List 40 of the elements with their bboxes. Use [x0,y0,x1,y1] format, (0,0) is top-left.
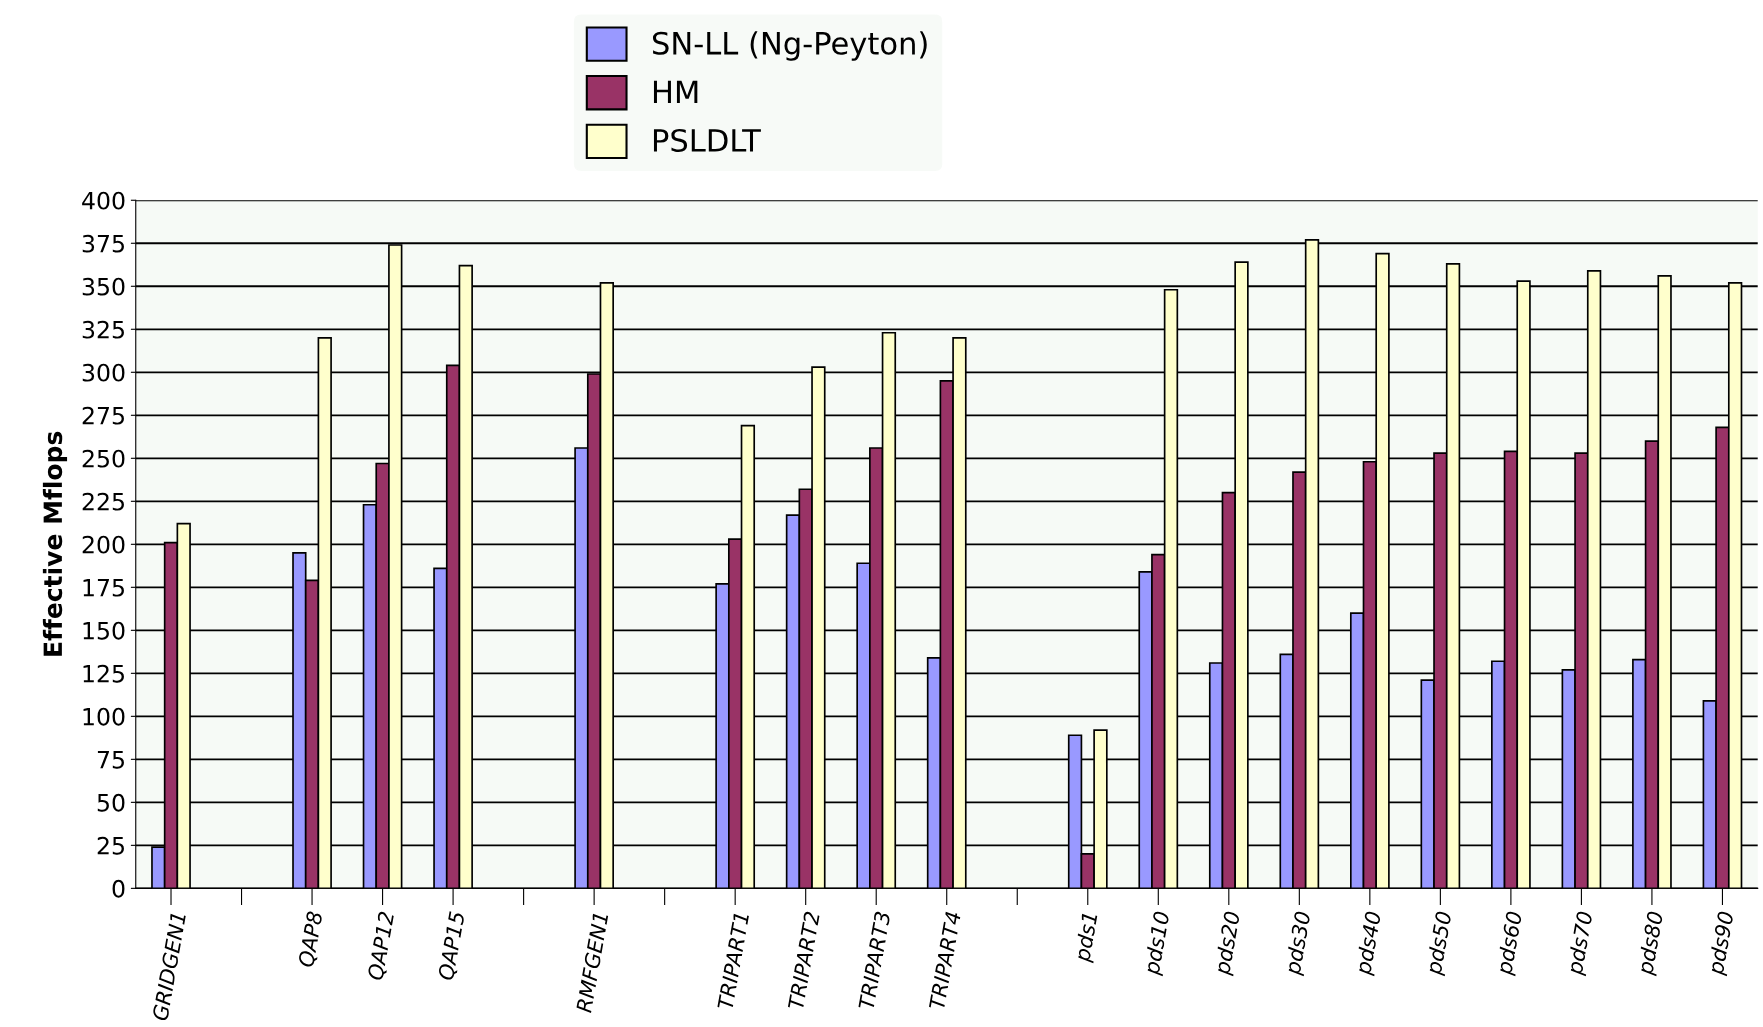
y-tick-label: 150 [83,621,125,640]
x-tick-label: pds30 [1283,910,1315,977]
y-tick-label: 300 [82,363,125,382]
y-tick-label: 125 [83,664,124,683]
legend-label: SN-LL (Ng-Peyton) [652,31,927,61]
y-tick-label: 275 [82,406,124,425]
y-tick-label: 250 [82,449,125,468]
x-tick-label: GRIDGEN1 [151,913,187,1022]
y-tick-label: 200 [82,535,125,554]
x-tick-label: pds40 [1354,910,1386,977]
y-tick-label: 0 [112,879,125,898]
x-tick-label: TRIPART2 [787,911,820,1010]
y-tick-label: 75 [97,751,124,769]
x-tick-label: pds90 [1706,910,1738,977]
y-tick-label: 25 [97,836,124,855]
x-tick-label: RMFGEN1 [575,913,609,1014]
y-tick-label: 375 [82,234,124,253]
x-tick-label: pds80 [1636,910,1668,977]
x-tick-label: TRIPART4 [928,911,961,1010]
x-tick-label: QAP12 [367,911,397,981]
x-tick-label: TRIPART3 [858,911,891,1010]
y-tick-label: 350 [82,277,125,296]
x-tick-label: pds20 [1213,910,1245,977]
x-tick-label: pds10 [1142,910,1174,977]
x-tick-label: QAP15 [437,911,468,981]
y-axis-title: Effective Mflops [42,431,68,656]
x-tick-label: pds1 [1073,912,1102,964]
x-tick-label: QAP8 [297,910,326,968]
legend-label: PSLDLT [653,128,761,152]
x-tick-label: pds60 [1495,910,1527,977]
x-tick-label: TRIPART1 [717,913,749,1010]
y-tick-label: 225 [82,492,124,511]
x-tick-label: pds70 [1565,910,1597,977]
y-tick-label: 400 [82,191,125,210]
x-tick-label: pds50 [1424,910,1456,977]
legend-label: HM [653,80,698,103]
y-tick-label: 325 [82,320,124,339]
y-tick-label: 100 [83,707,125,726]
y-tick-label: 175 [83,579,124,597]
y-tick-label: 50 [97,793,125,812]
